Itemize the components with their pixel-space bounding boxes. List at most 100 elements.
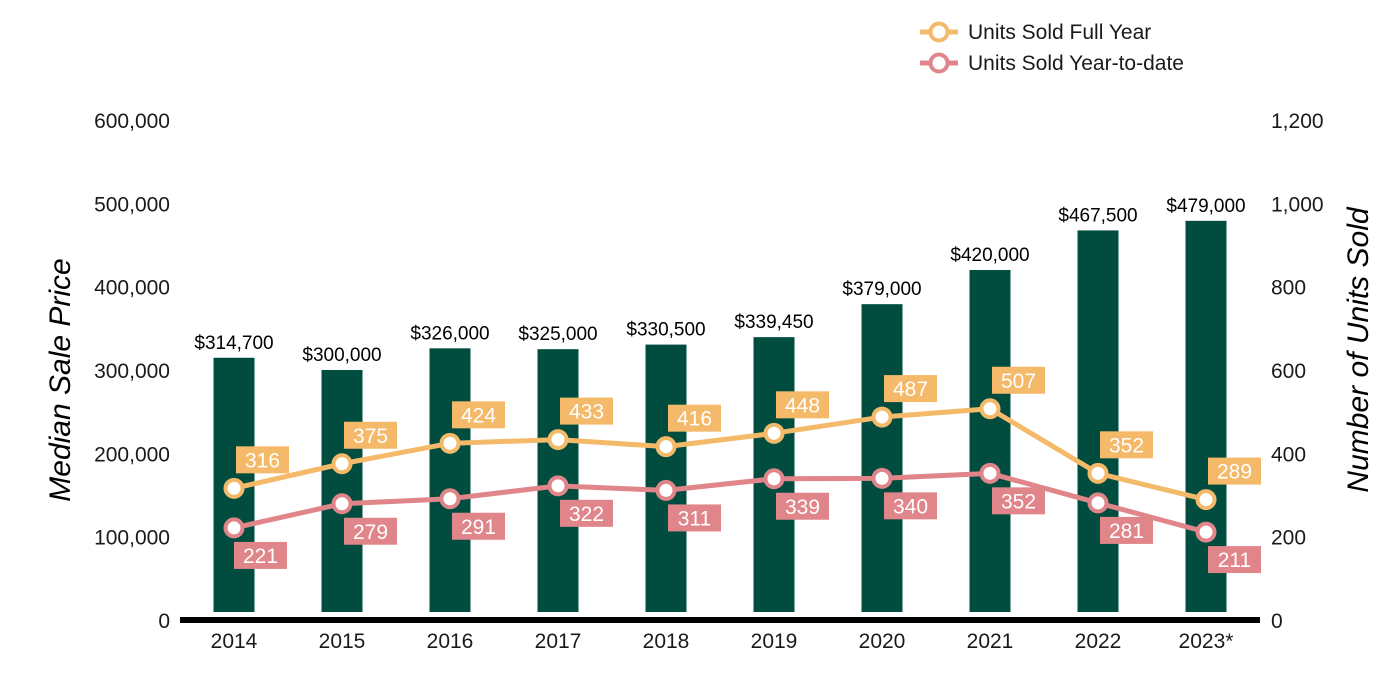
series-point [871, 406, 893, 428]
bar [861, 304, 903, 612]
series-point [547, 475, 569, 497]
series-point [547, 429, 569, 451]
y2-tick-label: 1,200 [1271, 110, 1324, 133]
y2-tick-label: 600 [1271, 360, 1306, 383]
x-tick-label: 2016 [427, 630, 474, 653]
series-point [223, 477, 245, 499]
y2-tick-label: 0 [1271, 610, 1283, 633]
point-value-label: 433 [569, 401, 604, 424]
series-point [655, 479, 677, 501]
series-line [231, 406, 1209, 503]
point-label-box [344, 517, 397, 545]
point-label-box [1100, 516, 1153, 544]
point-label-box [1100, 431, 1153, 459]
point-value-label: 340 [893, 495, 928, 518]
x-tick-label: 2018 [643, 630, 690, 653]
legend-swatch-marker [928, 21, 950, 43]
point-value-label: 448 [785, 394, 820, 417]
x-tick-label: 2022 [1075, 630, 1122, 653]
x-tick-label: 2014 [211, 630, 258, 653]
point-value-label: 211 [1218, 549, 1251, 572]
point-label-box [234, 541, 287, 569]
point-label-box [668, 504, 721, 532]
point-label-box [560, 499, 613, 527]
series-point [223, 517, 245, 539]
bar-value-label: $479,000 [1166, 196, 1245, 217]
series-point [331, 493, 353, 515]
series-point [871, 467, 893, 489]
series-point [439, 432, 461, 454]
point-value-label: 416 [677, 408, 712, 431]
series-point [979, 462, 1001, 484]
bar-value-label: $339,450 [734, 312, 813, 333]
series-point [655, 436, 677, 458]
bar-value-label: $300,000 [302, 345, 381, 366]
y-tick-label: 0 [158, 610, 170, 633]
series-point [763, 422, 785, 444]
point-value-label: 424 [461, 404, 496, 427]
y-axis-title: Median Sale Price [44, 258, 77, 501]
point-label-box [236, 446, 289, 474]
y-tick-label: 100,000 [94, 527, 170, 550]
point-value-label: 316 [245, 449, 280, 472]
series-point [1195, 521, 1217, 543]
point-label-box [452, 512, 505, 540]
series-point [1087, 462, 1109, 484]
point-value-label: 279 [353, 521, 388, 544]
point-value-label: 221 [243, 545, 278, 568]
bar [429, 348, 471, 612]
legend-swatch-marker [928, 52, 950, 74]
y2-tick-label: 1,000 [1271, 193, 1324, 216]
bar-value-label: $420,000 [950, 245, 1029, 266]
point-label-box [1208, 457, 1261, 485]
y2-tick-label: 400 [1271, 443, 1306, 466]
bar [1077, 230, 1119, 612]
point-value-label: 352 [1001, 490, 1036, 513]
x-axis-line [180, 617, 1260, 623]
y-tick-label: 300,000 [94, 360, 170, 383]
point-label-box [884, 492, 937, 520]
point-value-label: 507 [1001, 370, 1036, 393]
bar [321, 370, 363, 612]
bar-value-label: $467,500 [1058, 205, 1137, 226]
bar-value-label: $330,500 [626, 320, 705, 341]
point-value-label: 281 [1109, 520, 1144, 543]
x-tick-label: 2020 [859, 630, 906, 653]
point-value-label: 339 [785, 496, 820, 519]
series-point [979, 398, 1001, 420]
bar-value-label: $326,000 [410, 323, 489, 344]
point-label-box [992, 487, 1045, 515]
x-tick-label: 2015 [319, 630, 366, 653]
point-label-box [992, 366, 1045, 394]
point-value-label: 375 [353, 425, 388, 448]
y-tick-label: 500,000 [94, 193, 170, 216]
point-label-box [668, 404, 721, 432]
series-point [439, 488, 461, 510]
legend-label: Units Sold Full Year [968, 21, 1151, 44]
point-label-box [884, 375, 937, 403]
series-point [1195, 489, 1217, 511]
y-tick-label: 400,000 [94, 277, 170, 300]
series-point [1087, 492, 1109, 514]
point-value-label: 352 [1109, 434, 1144, 457]
x-tick-label: 2017 [535, 630, 582, 653]
point-value-label: 487 [893, 378, 928, 401]
point-label-box [1208, 546, 1261, 574]
point-value-label: 289 [1217, 461, 1252, 484]
point-value-label: 311 [678, 507, 711, 530]
y2-tick-label: 800 [1271, 277, 1306, 300]
y2-axis-title: Number of Units Sold [1342, 206, 1375, 492]
point-value-label: 291 [461, 516, 496, 539]
bar-value-label: $379,000 [842, 279, 921, 300]
bar-value-label: $325,000 [518, 324, 597, 345]
y-tick-label: 600,000 [94, 110, 170, 133]
bar [969, 270, 1011, 612]
legend-label: Units Sold Year-to-date [968, 52, 1184, 75]
y2-tick-label: 200 [1271, 527, 1306, 550]
point-value-label: 322 [569, 503, 604, 526]
x-tick-label: 2019 [751, 630, 798, 653]
point-label-box [776, 391, 829, 419]
x-tick-label: 2023* [1179, 630, 1234, 653]
